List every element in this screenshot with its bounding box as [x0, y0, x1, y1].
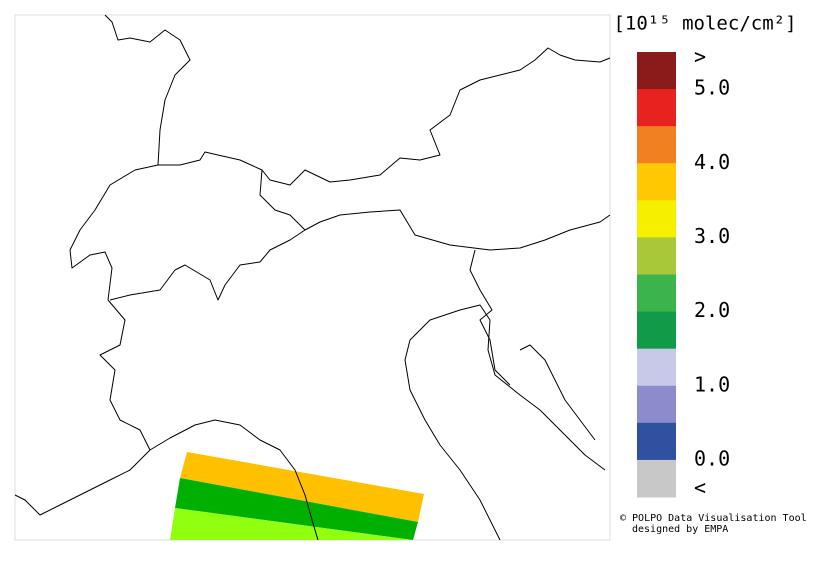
legend-title: [10¹⁵ molec/cm²] [613, 13, 796, 35]
legend-label: < [694, 476, 706, 500]
country-borders [14, 14, 611, 541]
color-swatch [637, 422, 676, 461]
color-swatch [637, 89, 676, 127]
legend: [10¹⁵ molec/cm²] >5.0 4.0 3.0 2.0 1.0 0.0 < [613, 13, 796, 500]
swath-green [175, 478, 418, 540]
color-swatch [637, 163, 676, 201]
legend-label: > [694, 45, 706, 69]
color-swatch [637, 52, 676, 90]
color-swatch [637, 126, 676, 164]
legend-label: 1.0 [694, 372, 730, 396]
color-swatch [637, 237, 676, 275]
color-swatch [637, 274, 676, 313]
legend-label: 4.0 [694, 150, 730, 174]
color-swatch [637, 459, 676, 498]
color-swatch [637, 311, 676, 350]
color-swatch [637, 348, 676, 387]
color-swatch [637, 200, 676, 238]
map-frame [14, 14, 611, 541]
legend-label: 3.0 [694, 224, 730, 248]
swath-lightgreen [170, 508, 490, 540]
map [14, 14, 611, 541]
credit: © POLPO Data Visualisation Tool [620, 513, 807, 524]
legend-label: 2.0 [694, 298, 730, 322]
credit: designed by EMPA [632, 524, 728, 535]
legend-label: 0.0 [694, 446, 730, 470]
legend-label: 5.0 [694, 76, 730, 100]
color-swatch [637, 385, 676, 424]
